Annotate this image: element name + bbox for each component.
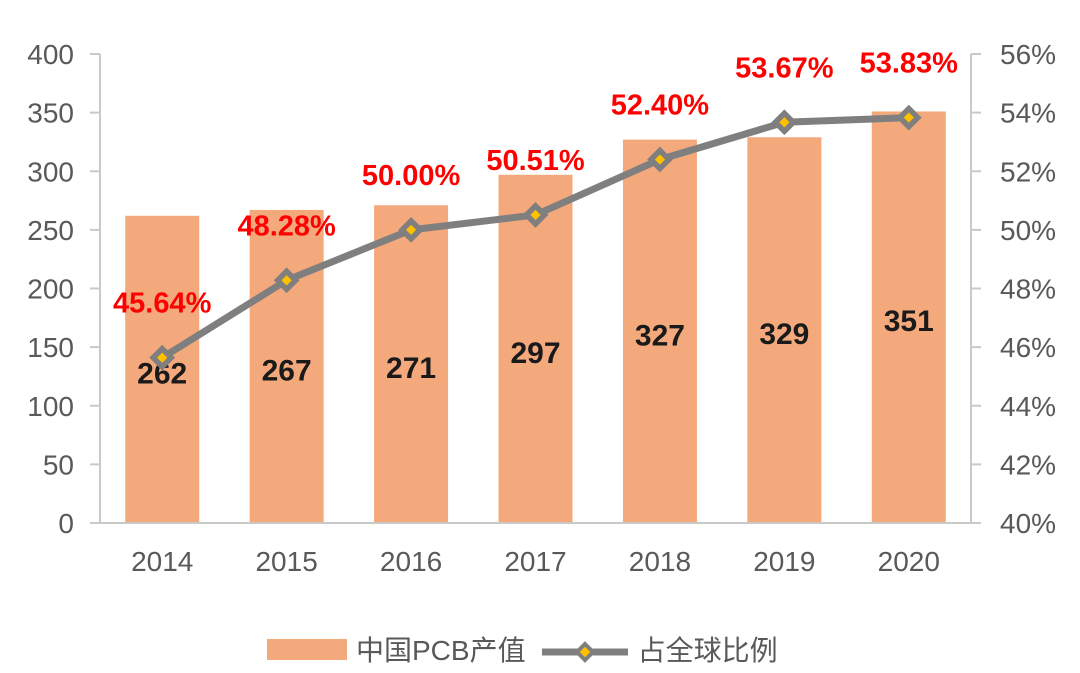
- right-axis-tick-label: 50%: [1000, 215, 1056, 246]
- chart-legend: 中国PCB产值 占全球比例: [267, 629, 778, 669]
- x-axis-label-2018: 2018: [629, 546, 691, 577]
- line-marker-2020: [895, 104, 922, 131]
- right-axis-tick-label: 52%: [1000, 156, 1056, 187]
- left-axis-tick-label: 150: [27, 332, 74, 363]
- line-marker-2019: [771, 109, 798, 136]
- line-marker-2016: [398, 216, 424, 243]
- combo-chart-canvas: 0 50 100 150 200 250 300 350 400 40% 42% 44% 46% 48% 5…: [27, 39, 1056, 577]
- bar-2020: [871, 111, 946, 523]
- right-axis-tick-label: 44%: [1000, 391, 1056, 422]
- bar-value-label: 351: [884, 305, 934, 338]
- bar-2015: [249, 209, 324, 523]
- left-axis-tick-label: 200: [27, 274, 74, 305]
- left-axis-tick-label: 350: [27, 98, 74, 129]
- bar-value-label: 329: [759, 318, 809, 351]
- line-marker-2017: [522, 202, 549, 228]
- bar-value-label: 327: [635, 319, 685, 352]
- line-marker-icon: [541, 641, 628, 663]
- left-axis-tick-label: 50: [43, 449, 74, 480]
- right-axis-tick-label: 42%: [1000, 449, 1056, 480]
- line-value-label: 50.51%: [486, 145, 585, 177]
- x-axis-label-2019: 2019: [753, 546, 815, 577]
- line-series-label: 占全球比例: [637, 635, 778, 666]
- line-marker-2015: [273, 267, 300, 294]
- right-axis-tick-label: 48%: [1000, 274, 1056, 305]
- line-marker-2018: [647, 146, 673, 173]
- x-axis-label-2017: 2017: [504, 546, 566, 577]
- bar-series-label: 中国PCB产值: [356, 635, 526, 666]
- left-axis-tick-label: 100: [27, 391, 74, 422]
- left-axis-tick-label: 300: [27, 156, 74, 187]
- line-value-label: 48.28%: [237, 210, 336, 242]
- line-value-label: 52.40%: [611, 90, 710, 122]
- x-axis-label-2014: 2014: [131, 546, 193, 577]
- right-axis-tick-label: 40%: [1000, 508, 1056, 539]
- x-axis-label-2016: 2016: [380, 546, 442, 577]
- line-value-label: 45.64%: [113, 288, 212, 320]
- line-value-label: 53.83%: [860, 48, 959, 80]
- bar-2018: [622, 139, 697, 523]
- right-axis-tick-label: 46%: [1000, 332, 1056, 363]
- right-axis-tick-label: 54%: [1000, 98, 1056, 129]
- line-series-sample: [541, 638, 629, 663]
- bar-2017: [498, 174, 573, 523]
- bar-value-label: 267: [262, 354, 312, 387]
- legend-item-bar-series: 中国PCB产值: [267, 629, 526, 669]
- right-axis-tick-label: 56%: [1000, 39, 1056, 70]
- bar-2016: [374, 205, 449, 523]
- bar-2019: [747, 137, 822, 523]
- x-axis-label-2020: 2020: [878, 546, 940, 577]
- line-value-label: 53.67%: [735, 52, 834, 84]
- line-value-label: 50.00%: [362, 160, 461, 192]
- bar-value-label: 271: [386, 352, 436, 385]
- legend-item-line-series: 占全球比例: [541, 629, 778, 669]
- x-axis-label-2015: 2015: [255, 546, 317, 577]
- bar-value-label: 297: [510, 337, 560, 370]
- left-axis-tick-label: 250: [27, 215, 74, 246]
- line-marker-2014: [149, 344, 176, 371]
- bar-series-swatch: [267, 638, 347, 660]
- left-axis-tick-label: 0: [58, 508, 74, 539]
- left-axis-tick-label: 400: [27, 39, 74, 70]
